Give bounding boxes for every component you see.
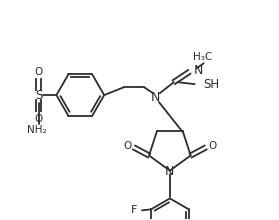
Text: N: N <box>194 64 203 77</box>
Text: O: O <box>123 141 131 150</box>
Text: H₃C: H₃C <box>193 52 212 62</box>
Text: O: O <box>34 67 43 77</box>
Text: O: O <box>34 114 43 124</box>
Text: SH: SH <box>204 78 220 91</box>
Text: O: O <box>208 141 217 150</box>
Text: S: S <box>35 89 42 102</box>
Text: N: N <box>151 91 161 104</box>
Text: NH₂: NH₂ <box>27 125 46 135</box>
Text: N: N <box>165 165 175 178</box>
Text: F: F <box>131 205 137 215</box>
